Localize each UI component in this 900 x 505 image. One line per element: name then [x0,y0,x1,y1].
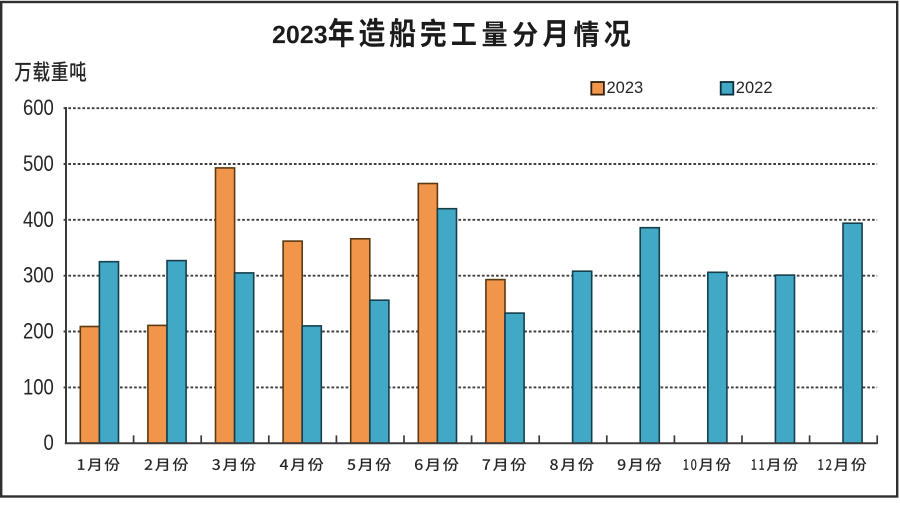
svg-text:100: 100 [23,376,54,400]
svg-text:2022: 2022 [736,79,773,97]
svg-text:200: 200 [23,320,54,344]
svg-text:400: 400 [23,208,54,232]
svg-text:600: 600 [23,97,54,121]
svg-text:0: 0 [44,432,54,456]
svg-text:500: 500 [23,153,54,177]
svg-text:2023: 2023 [607,79,644,97]
svg-text:300: 300 [23,264,54,288]
